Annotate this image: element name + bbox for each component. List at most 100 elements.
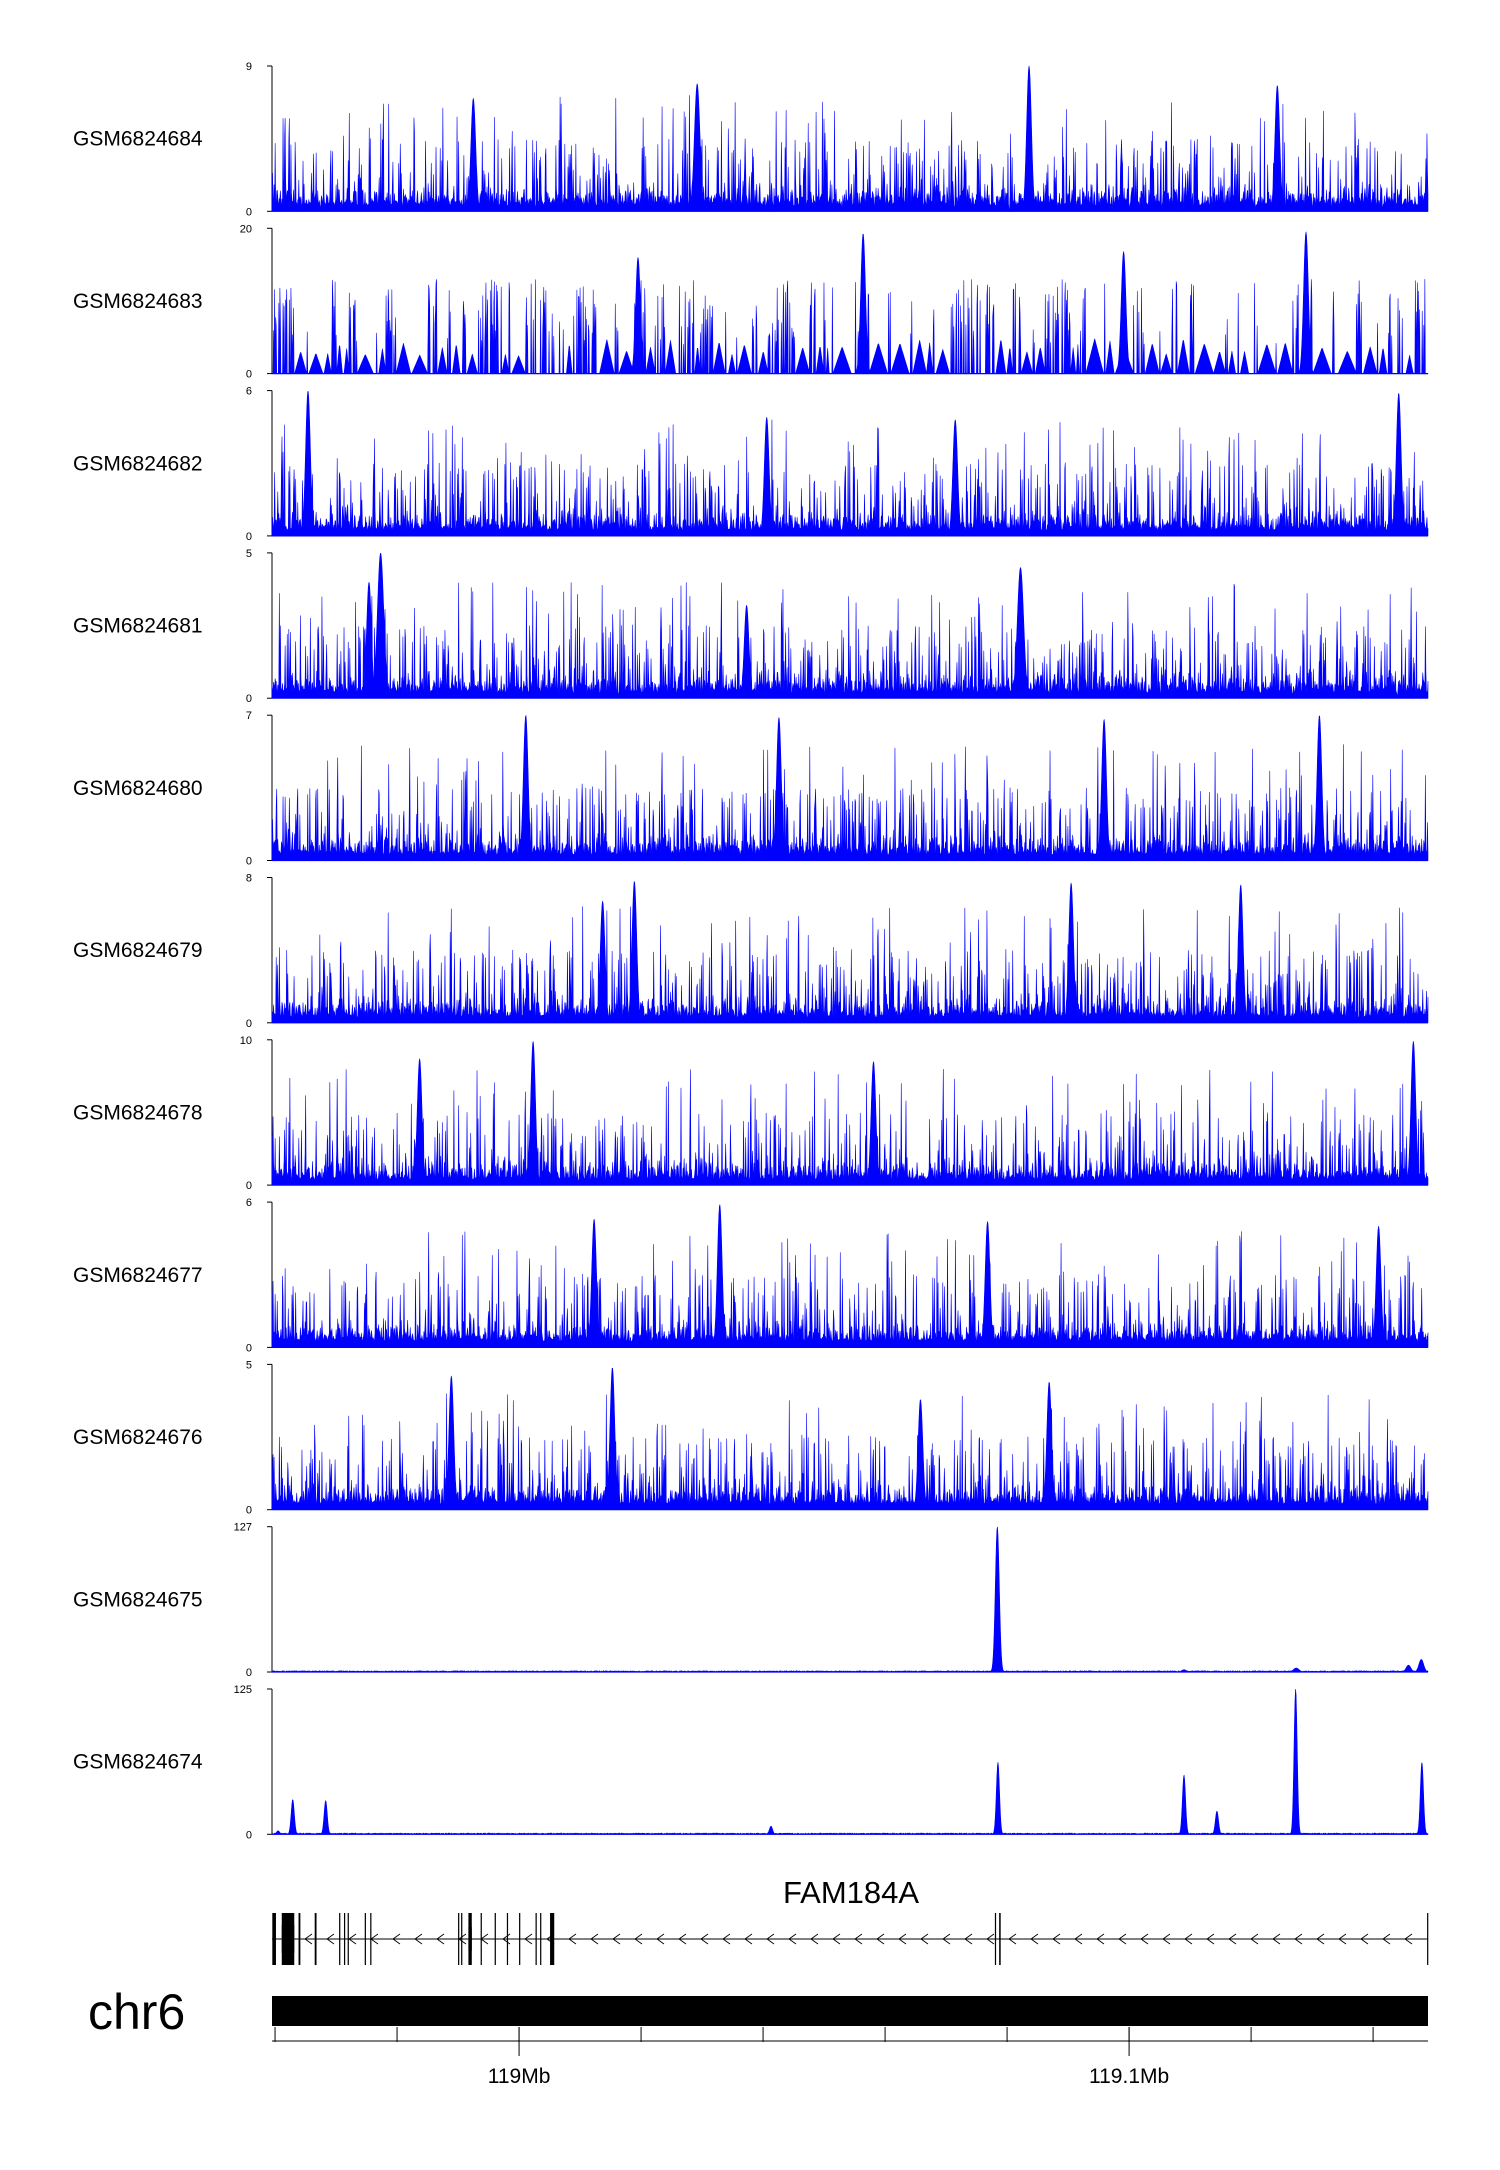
- gene-exon: [339, 1913, 341, 1965]
- y-tick-label-min: 0: [246, 1829, 252, 1841]
- track-label: GSM6824677: [73, 1264, 203, 1287]
- track-GSM6824682: GSM6824682 6 0: [73, 386, 1429, 543]
- track-GSM6824679: GSM6824679 8 0: [73, 873, 1429, 1030]
- gene-exon: [343, 1913, 346, 1965]
- strand-arrow-icon: [832, 1933, 841, 1945]
- coverage-area: [271, 1204, 1429, 1348]
- coverage-area: [271, 1688, 1429, 1835]
- track-label: GSM6824680: [73, 777, 203, 800]
- strand-arrow-icon: [348, 1933, 357, 1945]
- strand-arrow-icon: [942, 1933, 951, 1945]
- track-label: GSM6824675: [73, 1588, 203, 1611]
- strand-arrow-icon: [1052, 1933, 1061, 1945]
- track-label: GSM6824681: [73, 615, 203, 638]
- strand-arrow-icon: [1272, 1933, 1281, 1945]
- strand-arrow-icon: [568, 1933, 577, 1945]
- track-GSM6824678: GSM6824678 10 0: [73, 1035, 1429, 1192]
- strand-arrow-icon: [1338, 1933, 1347, 1945]
- y-tick-label-max: 6: [246, 1197, 252, 1209]
- strand-arrow-icon: [590, 1933, 599, 1945]
- y-tick-label-max: 127: [234, 1522, 252, 1534]
- y-tick-label-min: 0: [246, 1180, 252, 1192]
- strand-arrow-icon: [1360, 1933, 1369, 1945]
- strand-arrow-icon: [634, 1933, 643, 1945]
- gene-exon: [314, 1913, 317, 1965]
- strand-arrow-icon: [436, 1933, 445, 1945]
- gene-cds-block: [281, 1925, 295, 1953]
- y-tick-label-min: 0: [246, 1505, 252, 1517]
- strand-arrow-icon: [1184, 1933, 1193, 1945]
- coverage-area: [271, 881, 1429, 1024]
- strand-arrow-icon: [810, 1933, 819, 1945]
- strand-arrow-icon: [1008, 1933, 1017, 1945]
- track-label: GSM6824676: [73, 1426, 203, 1449]
- strand-arrow-icon: [854, 1933, 863, 1945]
- gene-exon: [1427, 1913, 1429, 1965]
- strand-arrow-icon: [414, 1933, 423, 1945]
- gene-exon: [461, 1913, 463, 1965]
- strand-arrow-icon: [1030, 1933, 1039, 1945]
- y-tick-label-max: 9: [246, 61, 252, 73]
- track-GSM6824684: GSM6824684 9 0: [73, 61, 1429, 218]
- x-tick-label: 119.1Mb: [1089, 2065, 1169, 2088]
- y-tick-label-min: 0: [246, 531, 252, 543]
- strand-arrow-icon: [304, 1933, 313, 1945]
- chromosome-bar: [272, 1996, 1428, 2026]
- track-label: GSM6824684: [73, 128, 203, 151]
- y-tick-label-min: 0: [246, 1018, 252, 1030]
- gene-exon: [298, 1913, 301, 1965]
- coverage-area: [271, 1526, 1429, 1673]
- strand-arrow-icon: [1294, 1933, 1303, 1945]
- gene-exon: [519, 1913, 521, 1965]
- strand-arrow-icon: [656, 1933, 665, 1945]
- coverage-area: [271, 553, 1429, 699]
- strand-arrow-icon: [766, 1933, 775, 1945]
- strand-arrow-icon: [788, 1933, 797, 1945]
- strand-arrow-icon: [392, 1933, 401, 1945]
- y-tick-label-max: 10: [240, 1035, 252, 1047]
- strand-arrow-icon: [678, 1933, 687, 1945]
- track-GSM6824680: GSM6824680 7 0: [73, 710, 1429, 868]
- gene-exon: [458, 1913, 460, 1965]
- strand-arrow-icon: [964, 1933, 973, 1945]
- track-GSM6824677: GSM6824677 6 0: [73, 1197, 1429, 1354]
- track-GSM6824683: GSM6824683 20 0: [73, 223, 1429, 381]
- track-label: GSM6824682: [73, 452, 203, 475]
- coverage-area: [271, 1367, 1429, 1510]
- gene-cds-block: [468, 1927, 472, 1951]
- strand-arrow-icon: [1162, 1933, 1171, 1945]
- gene-cds-block: [550, 1913, 555, 1965]
- strand-arrow-icon: [612, 1933, 621, 1945]
- gene-exon: [494, 1913, 496, 1965]
- coverage-area: [271, 715, 1429, 861]
- gene-exon: [999, 1913, 1001, 1965]
- strand-arrow-icon: [744, 1933, 753, 1945]
- chromosome-label: chr6: [88, 1984, 185, 2040]
- track-label: GSM6824678: [73, 1101, 203, 1124]
- track-GSM6824676: GSM6824676 5 0: [73, 1359, 1429, 1517]
- y-tick-label-max: 5: [246, 1359, 252, 1371]
- chromosome-track: chr6: [88, 1984, 1428, 2040]
- y-tick-label-min: 0: [246, 369, 252, 381]
- gene-exon: [540, 1913, 542, 1965]
- y-tick-label-max: 20: [240, 223, 252, 235]
- y-tick-label-max: 6: [246, 386, 252, 398]
- strand-arrow-icon: [1096, 1933, 1105, 1945]
- coverage-area: [271, 1041, 1429, 1186]
- gene-exon: [994, 1913, 997, 1965]
- strand-arrow-icon: [1382, 1933, 1391, 1945]
- y-tick-label-max: 7: [246, 710, 252, 722]
- coverage-area: [271, 65, 1429, 212]
- strand-arrow-icon: [1140, 1933, 1149, 1945]
- gene-exon: [272, 1913, 276, 1965]
- track-label: GSM6824679: [73, 939, 203, 962]
- track-label: GSM6824674: [73, 1751, 203, 1774]
- gene-exon: [364, 1913, 366, 1965]
- strand-arrow-icon: [1316, 1933, 1325, 1945]
- strand-arrow-icon: [1118, 1933, 1127, 1945]
- x-tick-label: 119Mb: [488, 2065, 551, 2088]
- coverage-tracks: GSM682468490GSM6824683200GSM682468260GSM…: [73, 61, 1429, 1841]
- strand-arrow-icon: [326, 1933, 335, 1945]
- strand-arrow-icon: [700, 1933, 709, 1945]
